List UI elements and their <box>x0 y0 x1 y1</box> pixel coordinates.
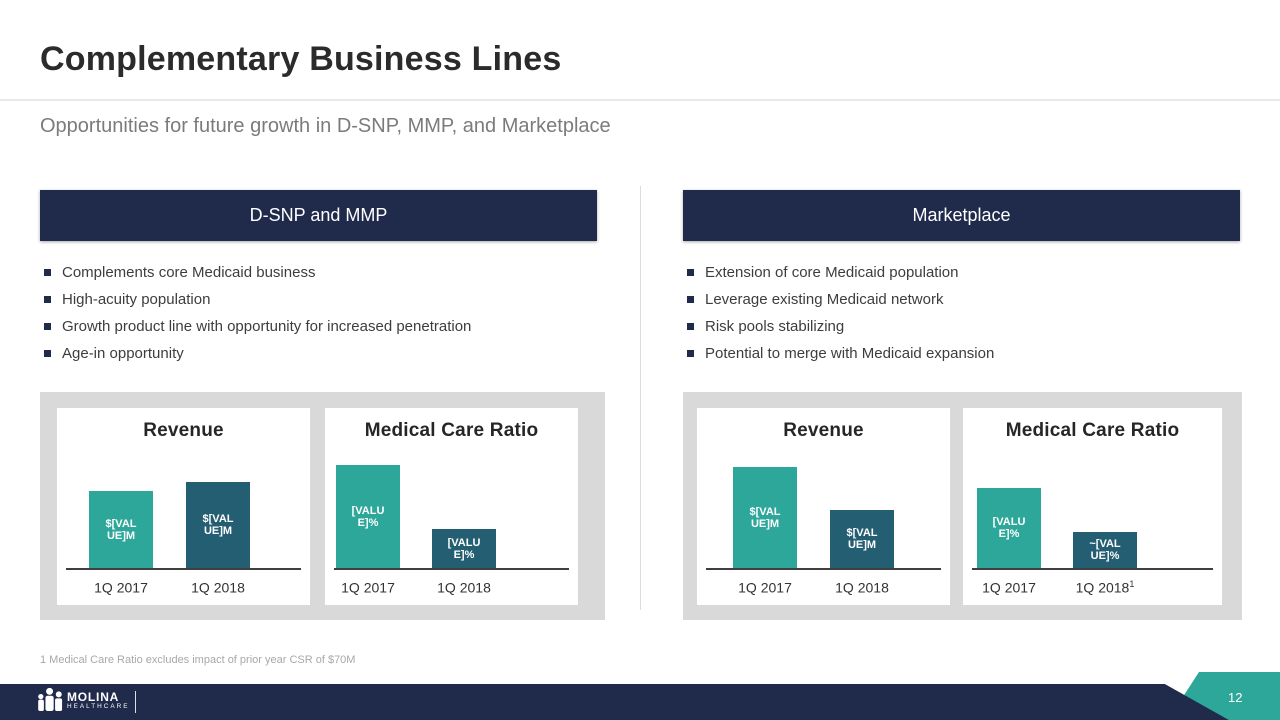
x-axis-label: 1Q 2018 <box>437 580 491 596</box>
logo-name: MOLINA <box>67 689 120 704</box>
bar-value-label: $[VAL UE]M <box>749 505 781 530</box>
bullet-text: Potential to merge with Medicaid expansi… <box>705 345 995 362</box>
title-divider <box>0 99 1280 101</box>
chart-title: Medical Care Ratio <box>1005 420 1180 441</box>
chart-title: Medical Care Ratio <box>364 420 539 441</box>
bullet-text: Age-in opportunity <box>62 345 184 362</box>
bar-1q2018: ~[VAL UE]% 1Q 20181 <box>1073 532 1137 596</box>
bullet-icon <box>44 350 51 357</box>
molina-healthcare-logo: MOLINA HEALTHCARE <box>36 687 130 714</box>
chart-title: Revenue <box>143 420 224 441</box>
footer-bar: MOLINA HEALTHCARE <box>0 684 1229 720</box>
panel-marketplace: Marketplace Extension of core Medicaid p… <box>683 190 1240 372</box>
x-axis-label: 1Q 2017 <box>341 580 395 596</box>
bullet-list: Extension of core Medicaid population Le… <box>683 264 1240 362</box>
bar-1q2018: $[VAL UE]M 1Q 2018 <box>830 510 894 596</box>
bar-1q2018: [VALU E]% 1Q 2018 <box>432 529 496 596</box>
footer-separator-line <box>135 691 136 713</box>
x-axis-label: 1Q 2018 <box>191 580 245 596</box>
panel-divider <box>640 186 641 610</box>
bullet-text: Risk pools stabilizing <box>705 318 845 335</box>
panel-dsnp-mmp: D-SNP and MMP Complements core Medicaid … <box>40 190 597 372</box>
x-axis-label: 1Q 2017 <box>94 580 148 596</box>
chart-card-dsnp-mcr: Medical Care Ratio [VALU E]% 1Q 2017 [VA… <box>325 408 578 605</box>
logo-text: MOLINA HEALTHCARE <box>67 689 130 710</box>
bar-value-label: [VALU E]% <box>992 516 1026 540</box>
bullet-text: Extension of core Medicaid population <box>705 264 959 281</box>
bar-1q2017: $[VAL UE]M 1Q 2017 <box>89 491 153 596</box>
x-axis-label: 1Q 2018 <box>835 580 889 596</box>
bullet-icon <box>687 323 694 330</box>
chart-card-mkt-mcr: Medical Care Ratio [VALU E]% 1Q 2017 ~[V… <box>963 408 1222 605</box>
chart-group-marketplace: Revenue $[VAL UE]M 1Q 2017 $[VAL UE]M 1Q… <box>683 392 1242 620</box>
chart-card-dsnp-revenue: Revenue $[VAL UE]M 1Q 2017 $[VAL UE]M 1Q… <box>57 408 310 605</box>
list-item: Growth product line with opportunity for… <box>44 318 597 335</box>
bar-value-label: $[VAL UE]M <box>846 527 878 551</box>
bar-1q2018: $[VAL UE]M 1Q 2018 <box>186 482 250 596</box>
page-number: 12 <box>1228 690 1243 705</box>
page-subtitle: Opportunities for future growth in D-SNP… <box>40 115 611 137</box>
list-item: Potential to merge with Medicaid expansi… <box>687 345 1240 362</box>
bar-1q2017: [VALU E]% 1Q 2017 <box>336 465 400 596</box>
family-icon <box>38 687 63 711</box>
bar-value-label: [VALU E]% <box>351 504 385 529</box>
panel-header-marketplace: Marketplace <box>683 190 1240 241</box>
panel-header-dsnp-mmp: D-SNP and MMP <box>40 190 597 241</box>
chart-plot: $[VAL UE]M 1Q 2017 $[VAL UE]M 1Q 2018 <box>66 452 301 596</box>
chart-plot: $[VAL UE]M 1Q 2017 $[VAL UE]M 1Q 2018 <box>706 452 941 596</box>
bar-value-label: $[VAL UE]M <box>105 517 137 542</box>
list-item: Age-in opportunity <box>44 345 597 362</box>
bullet-text: Complements core Medicaid business <box>62 264 316 281</box>
chart-card-mkt-revenue: Revenue $[VAL UE]M 1Q 2017 $[VAL UE]M 1Q… <box>697 408 950 605</box>
bar-value-label: ~[VAL UE]% <box>1089 538 1121 562</box>
bullet-icon <box>687 350 694 357</box>
bullet-text: Growth product line with opportunity for… <box>62 318 472 335</box>
bullet-icon <box>687 296 694 303</box>
bullet-list: Complements core Medicaid business High-… <box>40 264 597 362</box>
list-item: Risk pools stabilizing <box>687 318 1240 335</box>
logo-subname: HEALTHCARE <box>67 702 130 710</box>
list-item: Extension of core Medicaid population <box>687 264 1240 281</box>
bullet-icon <box>44 296 51 303</box>
x-axis-label: 1Q 2017 <box>982 580 1036 596</box>
chart-title: Revenue <box>783 420 864 441</box>
chart-plot: [VALU E]% 1Q 2017 ~[VAL UE]% 1Q 20181 <box>972 452 1213 596</box>
bullet-icon <box>44 323 51 330</box>
list-item: High-acuity population <box>44 291 597 308</box>
x-axis-label: 1Q 20181 <box>1075 579 1135 596</box>
bar-1q2017: $[VAL UE]M 1Q 2017 <box>733 467 797 596</box>
page-title: Complementary Business Lines <box>40 40 562 78</box>
bar-value-label: [VALU E]% <box>447 536 481 561</box>
list-item: Complements core Medicaid business <box>44 264 597 281</box>
footnote: 1 Medical Care Ratio excludes impact of … <box>40 654 356 666</box>
list-item: Leverage existing Medicaid network <box>687 291 1240 308</box>
bullet-text: High-acuity population <box>62 291 211 308</box>
bullet-icon <box>44 269 51 276</box>
bar-value-label: $[VAL UE]M <box>202 513 234 537</box>
chart-group-dsnp-mmp: Revenue $[VAL UE]M 1Q 2017 $[VAL UE]M 1Q… <box>40 392 605 620</box>
chart-plot: [VALU E]% 1Q 2017 [VALU E]% 1Q 2018 <box>334 452 569 596</box>
x-axis-label: 1Q 2017 <box>738 580 792 596</box>
bullet-icon <box>687 269 694 276</box>
bar-1q2017: [VALU E]% 1Q 2017 <box>977 488 1041 596</box>
bullet-text: Leverage existing Medicaid network <box>705 291 944 308</box>
